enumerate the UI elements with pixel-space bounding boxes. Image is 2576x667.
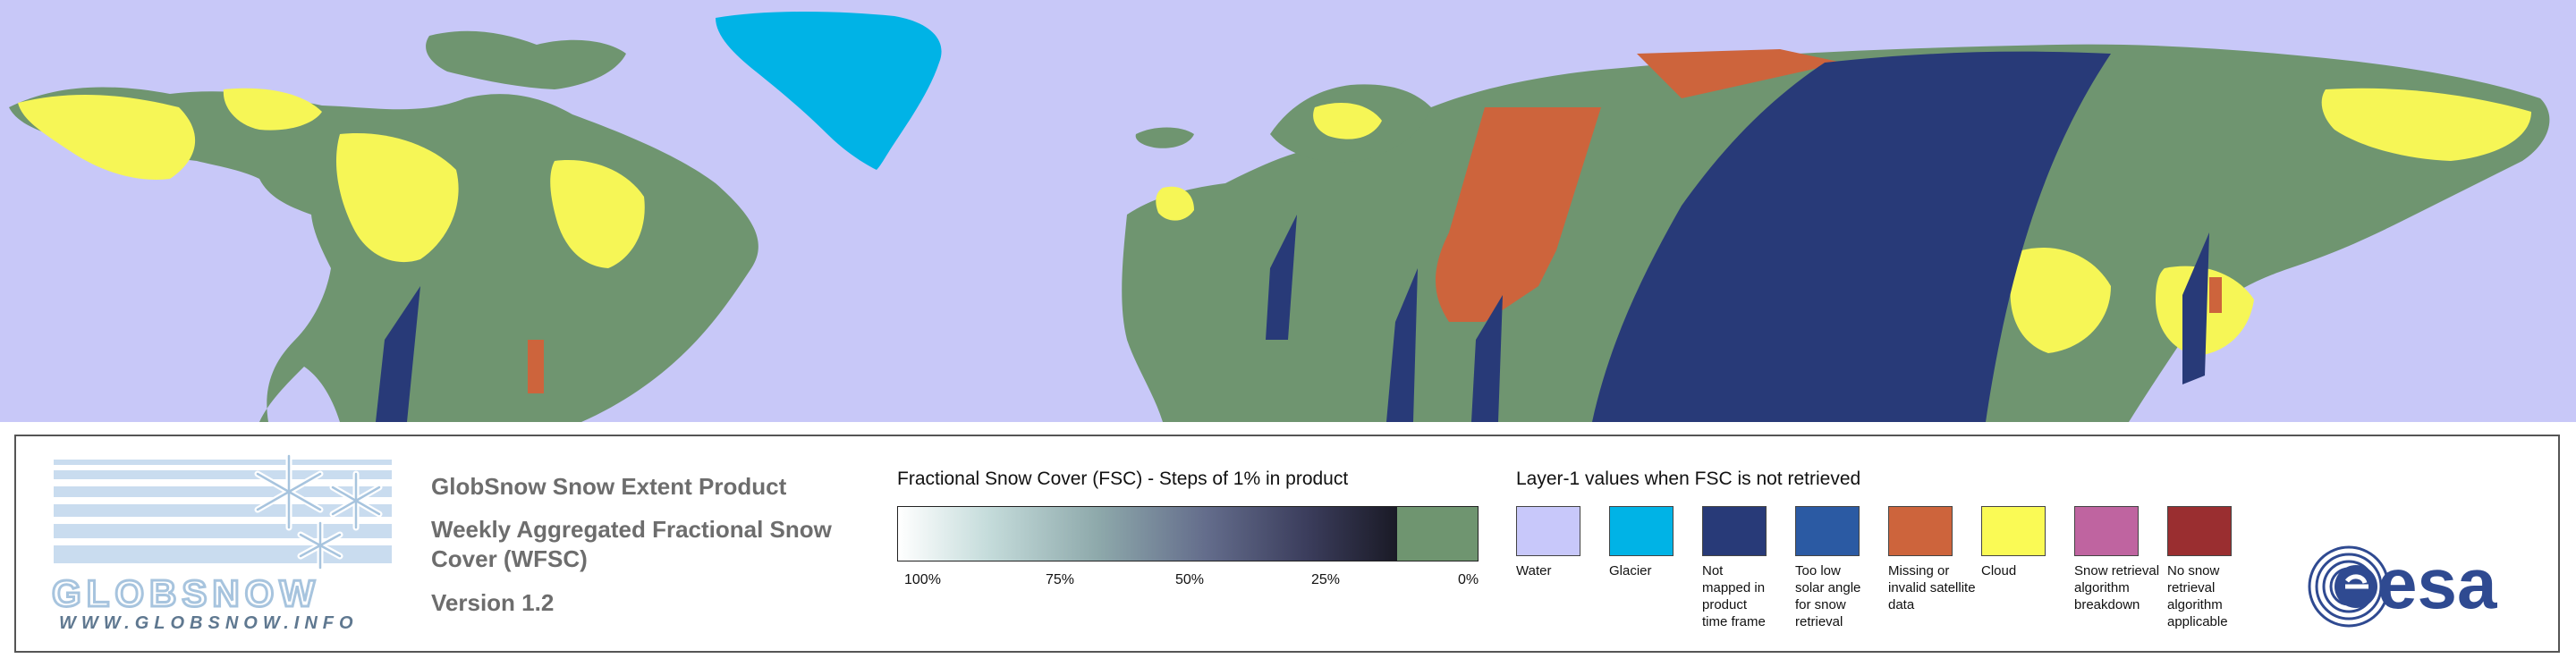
layer1-swatch xyxy=(1609,506,1674,556)
product-subtitle-line2: Cover (WFSC) xyxy=(431,545,588,572)
layer1-swatch xyxy=(2167,506,2232,556)
fsc-scale-title: Fractional Snow Cover (FSC) - Steps of 1… xyxy=(897,469,1349,489)
missing-data-swath xyxy=(1436,107,1601,322)
layer1-label: Cloud xyxy=(1981,563,2017,578)
layer1-label: Too low solar angle for snow retrieval xyxy=(1795,563,1861,629)
fsc-tick-100: 100% xyxy=(904,572,941,587)
fsc-zero-swatch xyxy=(1397,507,1478,561)
esa-globe-icon xyxy=(2308,545,2390,628)
streak-3 xyxy=(1386,268,1418,422)
streak-1 xyxy=(376,286,420,422)
missing-bit-asia xyxy=(2209,277,2222,313)
fsc-tick-50: 50% xyxy=(1175,572,1205,587)
layer1-swatch xyxy=(1702,506,1767,556)
layer1-label: Snow retrieval algorithm breakdown xyxy=(2074,563,2160,612)
missing-data-ne xyxy=(1637,49,1843,98)
fsc-color-bar xyxy=(897,506,1479,561)
layer1-swatch xyxy=(1981,506,2046,556)
na-cloud-west xyxy=(18,94,196,180)
globsnow-wordmark: GLOBSNOW xyxy=(51,571,320,616)
streak-4 xyxy=(1471,295,1503,422)
layer1-label: No snow retrieval algorithm applicable xyxy=(2167,563,2228,629)
layer1-swatch xyxy=(2074,506,2139,556)
na-cloud-east xyxy=(550,160,645,268)
missing-bit-na xyxy=(528,340,544,393)
na-cloud-north xyxy=(223,88,322,131)
arctic-islands xyxy=(426,30,626,89)
layer1-swatch xyxy=(1516,506,1580,556)
asia-cloud-central xyxy=(2010,247,2111,353)
layer1-swatch xyxy=(1888,506,1953,556)
layer1-label: Water xyxy=(1516,563,1552,578)
fsc-tick-25: 25% xyxy=(1311,572,1341,587)
greenland-glacier xyxy=(716,12,942,170)
streak-5 xyxy=(2182,232,2209,384)
snow-cover-map xyxy=(0,0,2576,422)
snowflake-icon xyxy=(254,452,383,571)
layer1-label: Glacier xyxy=(1609,563,1652,578)
legend-panel: GLOBSNOW WWW.GLOBSNOW.INFO GlobSnow Snow… xyxy=(14,435,2560,653)
iceland-land xyxy=(1135,127,1194,148)
layer1-swatch xyxy=(1795,506,1860,556)
eu-cloud-uk xyxy=(1156,186,1194,221)
streak-2 xyxy=(1266,215,1297,340)
eu-cloud-scandinavia xyxy=(1313,103,1382,139)
product-title: GlobSnow Snow Extent Product xyxy=(431,473,787,500)
fsc-tick-0: 0% xyxy=(1458,572,1479,587)
fsc-tick-75: 75% xyxy=(1046,572,1075,587)
fsc-gradient xyxy=(898,507,1397,561)
not-mapped-swath xyxy=(1592,51,2111,422)
esa-wordmark: esa xyxy=(2377,544,2497,623)
product-version: Version 1.2 xyxy=(431,589,555,616)
na-cloud-central xyxy=(335,133,459,263)
product-subtitle-line1: Weekly Aggregated Fractional Snow xyxy=(431,516,832,543)
map-canvas xyxy=(9,12,2550,422)
layer1-title: Layer-1 values when FSC is not retrieved xyxy=(1516,469,1861,489)
globsnow-url: WWW.GLOBSNOW.INFO xyxy=(59,613,359,633)
asia-cloud-east xyxy=(2321,88,2531,161)
layer1-label: Missing or invalid satellite data xyxy=(1888,563,1976,612)
layer1-label: Not mapped in product time frame xyxy=(1702,563,1766,629)
